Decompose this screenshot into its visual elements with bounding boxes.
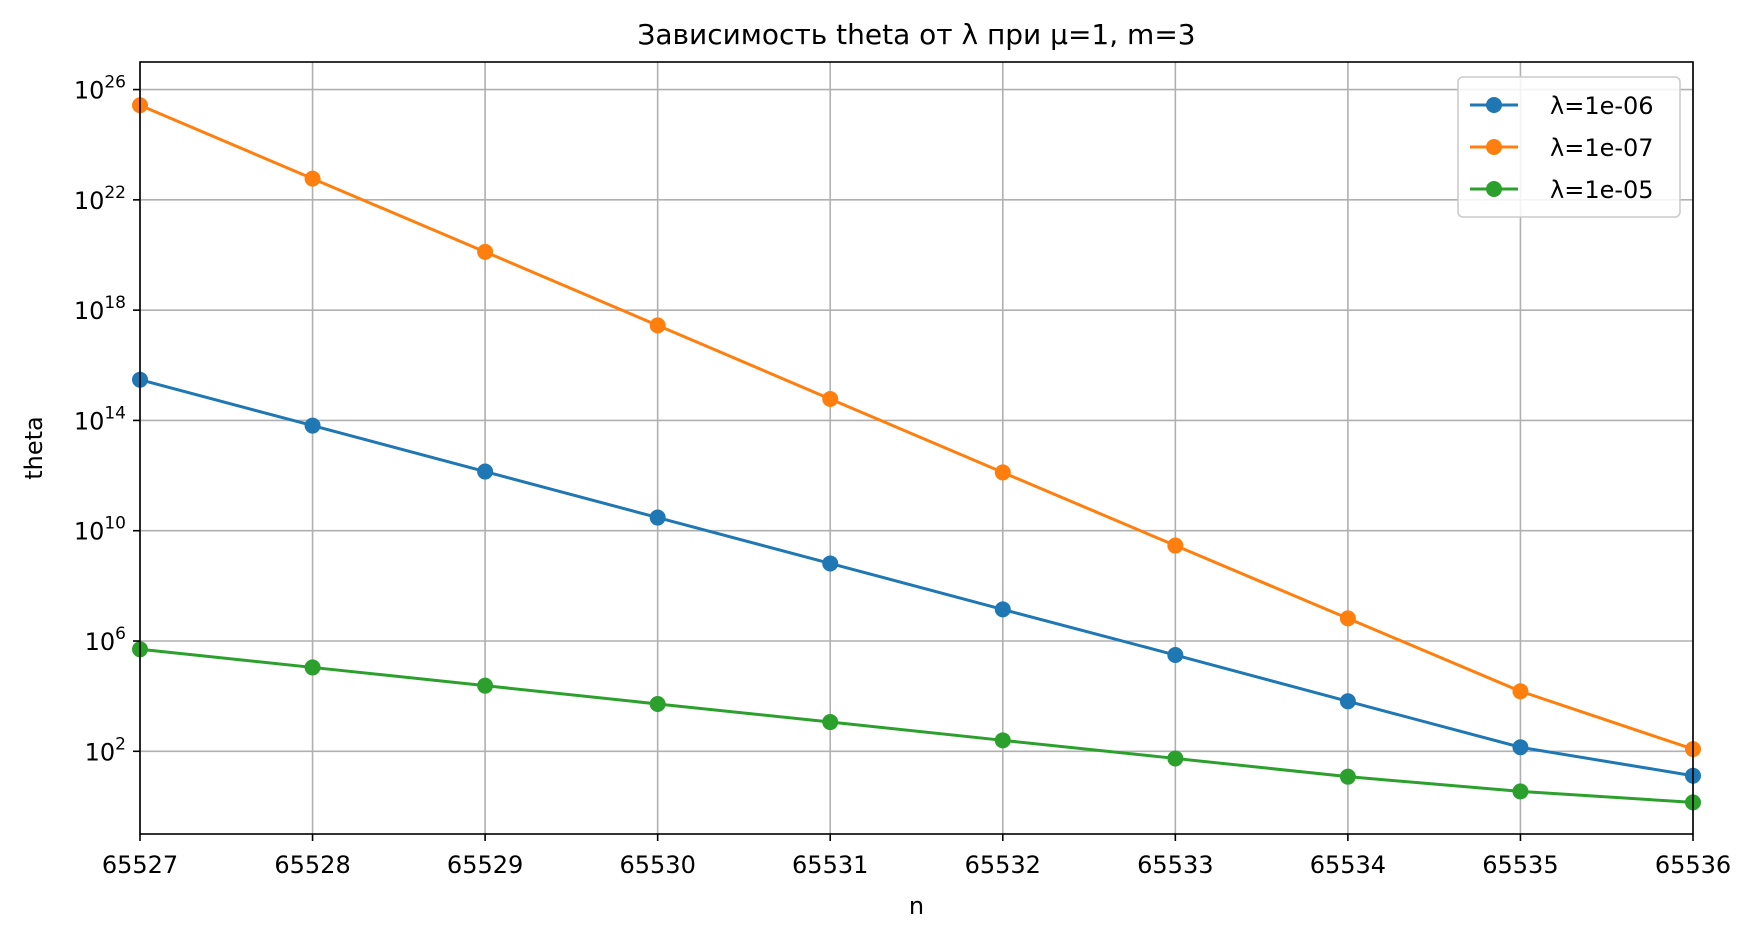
x-tick-label: 65528 bbox=[274, 851, 350, 879]
data-point bbox=[304, 170, 321, 187]
y-tick-label: 1018 bbox=[74, 293, 126, 325]
y-tick-label: 102 bbox=[85, 734, 126, 766]
x-tick-label: 65532 bbox=[965, 851, 1041, 879]
data-point bbox=[304, 659, 321, 676]
data-point bbox=[994, 464, 1011, 481]
x-axis-label: n bbox=[909, 892, 924, 920]
y-tick-label: 106 bbox=[85, 624, 126, 656]
x-tick-label: 65529 bbox=[447, 851, 523, 879]
x-tick-label: 65530 bbox=[619, 851, 695, 879]
data-point bbox=[1512, 683, 1529, 700]
x-tick-label: 65533 bbox=[1137, 851, 1213, 879]
series-line bbox=[139, 378, 1694, 778]
x-tick-label: 65536 bbox=[1655, 851, 1731, 879]
data-point bbox=[1512, 739, 1529, 756]
data-point bbox=[1339, 693, 1356, 710]
data-point bbox=[1339, 610, 1356, 627]
data-point bbox=[649, 317, 666, 334]
data-point bbox=[1167, 537, 1184, 554]
data-point bbox=[1167, 750, 1184, 767]
legend: λ=1e-06 λ=1e-07 λ=1e-05 bbox=[1457, 76, 1681, 218]
data-point bbox=[304, 417, 321, 434]
data-point bbox=[649, 695, 666, 712]
plot-frame bbox=[139, 61, 1694, 835]
y-tick-label: 1026 bbox=[74, 73, 126, 105]
data-point bbox=[994, 601, 1011, 618]
y-tick-label: 1022 bbox=[74, 183, 126, 215]
data-point bbox=[1512, 783, 1529, 800]
legend-label: λ=1e-07 bbox=[1550, 134, 1654, 162]
data-point bbox=[1167, 647, 1184, 664]
series-line bbox=[139, 647, 1694, 804]
series-line bbox=[139, 103, 1694, 751]
x-tick-label: 65531 bbox=[792, 851, 868, 879]
data-point bbox=[994, 732, 1011, 749]
y-tick-label: 1010 bbox=[74, 514, 126, 546]
data-point bbox=[477, 677, 494, 694]
legend-label: λ=1e-05 bbox=[1550, 176, 1654, 204]
legend-box bbox=[1457, 76, 1681, 218]
data-point bbox=[477, 463, 494, 480]
y-axis-label: theta bbox=[20, 416, 48, 480]
y-tick-label: 1014 bbox=[74, 403, 126, 435]
x-tick-label: 65527 bbox=[102, 851, 178, 879]
data-point bbox=[822, 714, 839, 731]
legend-marker bbox=[1486, 181, 1502, 197]
data-point bbox=[1339, 768, 1356, 785]
data-point bbox=[822, 555, 839, 572]
chart-title: Зависимость theta от λ при μ=1, m=3 bbox=[637, 18, 1195, 51]
x-tick-label: 65535 bbox=[1482, 851, 1558, 879]
data-point bbox=[649, 509, 666, 526]
legend-label: λ=1e-06 bbox=[1550, 92, 1654, 120]
ticks: 65527 65528 65529 65530 65531 65532 65533 65534… bbox=[74, 73, 1731, 879]
data-point bbox=[477, 243, 494, 260]
x-tick-label: 65534 bbox=[1310, 851, 1386, 879]
data-point bbox=[822, 390, 839, 407]
legend-marker bbox=[1486, 97, 1502, 113]
legend-marker bbox=[1486, 139, 1502, 155]
